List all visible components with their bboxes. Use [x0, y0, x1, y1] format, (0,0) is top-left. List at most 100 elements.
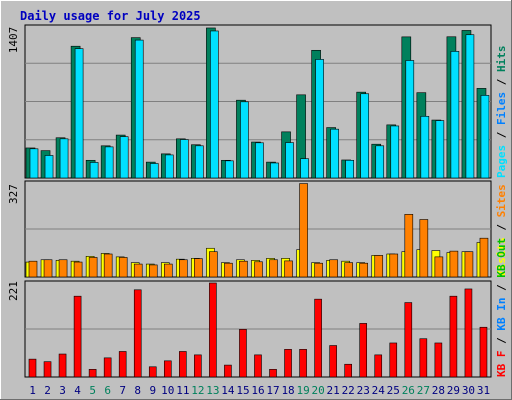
bar-kb-f [179, 351, 187, 378]
bar-sites [73, 261, 83, 278]
x-tick-label: 22 [342, 384, 355, 397]
bar-pages [210, 30, 219, 179]
bar-sites [194, 258, 203, 278]
bar-sites [209, 251, 218, 278]
bar-sites [419, 219, 429, 278]
bar-sites [103, 253, 113, 278]
bar-pages [405, 60, 415, 179]
legend-entry: KB In [495, 298, 508, 331]
x-tick-label: 7 [119, 384, 126, 397]
x-tick-label: 15 [236, 384, 249, 397]
legend-text: Visits / Sites [495, 184, 508, 277]
x-tick-label: 13 [206, 384, 219, 397]
bar-sites [464, 251, 474, 278]
bar-sites [284, 260, 293, 278]
x-tick-label: 14 [221, 384, 235, 397]
x-tick-label: 27 [417, 384, 430, 397]
bar-kb-f [314, 298, 322, 378]
legend-entry: Visits [495, 237, 508, 277]
bar-sites [449, 250, 459, 278]
bar-sites [28, 260, 38, 278]
bar-kb-f [239, 329, 247, 378]
x-tick-label: 30 [462, 384, 475, 397]
bar-pages [74, 48, 84, 179]
x-tick-label: 28 [432, 384, 445, 397]
bar-pages [435, 120, 445, 179]
bar-sites [299, 183, 308, 278]
bar-kb-f [163, 360, 172, 378]
x-tick-label: 6 [104, 384, 111, 397]
bar-sites [224, 262, 233, 278]
bar-pages [330, 128, 339, 179]
bar-pages [104, 146, 114, 179]
bar-sites [43, 259, 53, 278]
bar-kb-f [479, 326, 488, 378]
bar-pages [225, 160, 234, 179]
x-tick-label: 3 [59, 384, 66, 397]
bar-pages [315, 59, 324, 179]
bar-pages [420, 115, 430, 179]
legend-text: Pages / Files / Hits [495, 46, 508, 179]
legend-entry: Files [495, 92, 508, 125]
bar-pages [360, 93, 370, 179]
bar-kb-f [88, 369, 97, 378]
x-tick-label: 20 [312, 384, 325, 397]
bar-sites [239, 260, 248, 278]
bar-pages [89, 162, 99, 179]
x-tick-label: 26 [402, 384, 415, 397]
legend-pages-files-hits: Pages / Files / Hits [495, 46, 508, 179]
x-tick-label: 11 [176, 384, 189, 397]
bar-pages [300, 158, 309, 179]
x-tick-label: 17 [266, 384, 279, 397]
bar-kb-f [419, 338, 428, 378]
bar-kb-f [404, 302, 413, 378]
bar-kb-f [73, 295, 82, 378]
legend-entry: KB Out [495, 238, 508, 278]
bar-kb-f [194, 354, 202, 378]
bar-kb-f [133, 289, 142, 378]
bar-sites [344, 262, 353, 278]
bar-kb-f [43, 361, 52, 378]
bar-kb-f [209, 282, 217, 378]
bar-kb-f [269, 369, 277, 378]
bar-pages [375, 145, 385, 179]
bar-pages [345, 159, 354, 179]
x-tick-label: 16 [251, 384, 264, 397]
legend-entry: KB F [495, 351, 508, 378]
bar-sites [359, 262, 369, 278]
bar-sites [254, 261, 263, 278]
legend-kb: KB F / KB In / KB Out [495, 238, 508, 377]
x-tick-label: 19 [296, 384, 309, 397]
x-tick-label: 4 [74, 384, 81, 397]
legend-separator: / [495, 278, 508, 298]
x-tick-label: 12 [191, 384, 204, 397]
legend-separator: / [495, 217, 508, 237]
bar-sites [389, 253, 399, 278]
bar-pages [390, 125, 400, 179]
bar-kb-f [434, 342, 443, 378]
legend-separator: / [495, 72, 508, 92]
bar-sites [179, 259, 188, 278]
legend-separator: / [495, 125, 508, 145]
bar-kb-f [449, 295, 458, 378]
x-tick-label: 21 [327, 384, 340, 397]
bar-pages [149, 163, 159, 179]
legend-visits-sites: Visits / Sites [495, 184, 508, 277]
bar-sites [58, 259, 68, 278]
bar-sites [148, 264, 158, 278]
kb-panel [24, 280, 492, 378]
bar-sites [118, 257, 128, 278]
bar-sites [329, 259, 338, 278]
y-axis-max-label: 327 [7, 184, 20, 204]
bar-sites [269, 259, 278, 278]
legend-text: KB F / KB In / KB Out [495, 238, 508, 377]
x-tick-label: 24 [372, 384, 386, 397]
pages-files-hits-panel [24, 24, 492, 179]
bar-sites [314, 262, 323, 278]
bar-kb-f [464, 288, 473, 378]
bar-kb-f [58, 353, 67, 378]
legend-entry: Hits [495, 46, 508, 73]
bar-pages [180, 139, 189, 179]
